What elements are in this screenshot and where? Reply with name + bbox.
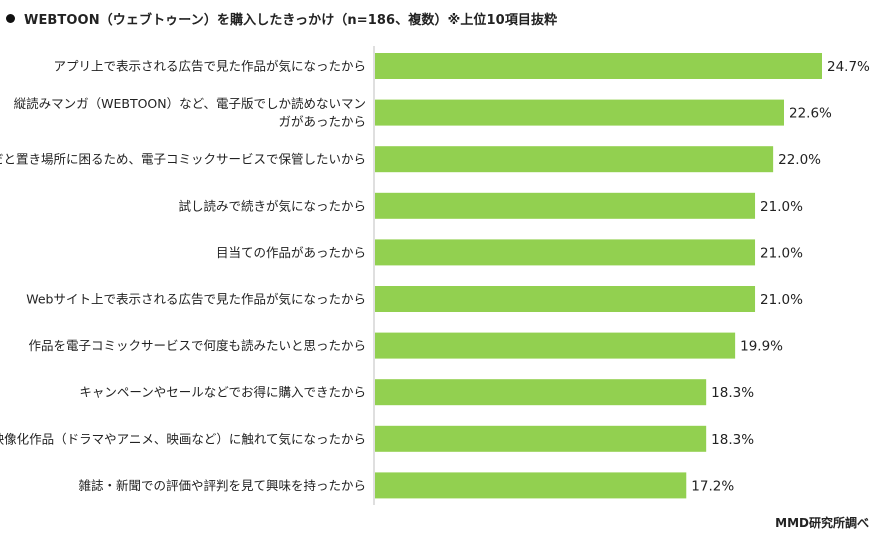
bar-6 xyxy=(375,286,756,312)
chart-title-text: WEBTOON（ウェブトゥーン）を購入したきっかけ（n=186、複数）※上位10… xyxy=(24,13,558,28)
category-label-line: 縦読みマンガ（WEBTOON）など、電子版でしか読めないマン xyxy=(14,96,366,111)
bar-10 xyxy=(375,472,687,499)
value-label-1: 24.7% xyxy=(827,59,870,75)
category-label-9: 映像化作品（ドラマやアニメ、映画など）に触れて気になったから xyxy=(0,431,366,446)
category-label-line: ガがあったから xyxy=(278,114,366,129)
value-label-5: 21.0% xyxy=(760,245,803,261)
bar-9 xyxy=(375,425,707,452)
category-label-line: 映像化作品（ドラマやアニメ、映画など）に触れて気になったから xyxy=(0,431,366,446)
category-label-7: 作品を電子コミックサービスで何度も読みたいと思ったから xyxy=(28,338,366,353)
category-label-line: キャンペーンやセールなどでお得に購入できたから xyxy=(79,385,366,400)
value-label-8: 18.3% xyxy=(711,385,754,401)
value-label-10: 17.2% xyxy=(691,478,734,494)
category-label-line: 試し読みで続きが気になったから xyxy=(178,198,366,213)
category-label-3: 紙だと置き場所に困るため、電子コミックサービスで保管したいから xyxy=(0,152,366,167)
category-label-2: 縦読みマンガ（WEBTOON）など、電子版でしか読めないマンガがあったから xyxy=(14,96,366,129)
bar-8 xyxy=(375,379,707,406)
bar-7 xyxy=(375,332,736,359)
bars-layer xyxy=(375,53,822,499)
value-labels-layer: 24.7% 22.6% 22.0% 21.0% 21.0% 21.0% 19.9% 18.3%… xyxy=(691,59,870,494)
category-label-6: Webサイト上で表示される広告で見た作品が気になったから xyxy=(26,292,366,307)
value-label-2: 22.6% xyxy=(789,106,832,122)
bar-4 xyxy=(375,192,756,219)
value-label-7: 19.9% xyxy=(740,339,783,355)
category-label-line: 目当ての作品があったから xyxy=(216,245,366,260)
bar-5 xyxy=(375,239,756,266)
category-label-line: 雑誌・新聞での評価や評判を見て興味を持ったから xyxy=(78,478,366,493)
category-label-1: アプリ上で表示される広告で見た作品が気になったから xyxy=(53,59,366,74)
value-label-6: 21.0% xyxy=(760,292,803,308)
bar-3 xyxy=(375,146,774,173)
category-label-line: Webサイト上で表示される広告で見た作品が気になったから xyxy=(26,292,366,307)
category-label-5: 目当ての作品があったから xyxy=(216,245,366,260)
category-label-10: 雑誌・新聞での評価や評判を見て興味を持ったから xyxy=(78,478,366,493)
category-labels-layer: アプリ上で表示される広告で見た作品が気になったから縦読みマンガ（WEBTOON）… xyxy=(0,59,366,493)
value-label-4: 21.0% xyxy=(760,199,803,215)
chart-title: WEBTOON（ウェブトゥーン）を購入したきっかけ（n=186、複数）※上位10… xyxy=(6,9,557,28)
value-label-9: 18.3% xyxy=(711,432,754,448)
category-label-8: キャンペーンやセールなどでお得に購入できたから xyxy=(79,385,366,400)
source-credit: MMD研究所調べ xyxy=(775,516,869,530)
category-label-4: 試し読みで続きが気になったから xyxy=(178,198,366,213)
category-label-line: 作品を電子コミックサービスで何度も読みたいと思ったから xyxy=(28,338,366,353)
category-label-line: 紙だと置き場所に困るため、電子コミックサービスで保管したいから xyxy=(0,152,366,167)
bar-2 xyxy=(375,99,784,126)
category-label-line: アプリ上で表示される広告で見た作品が気になったから xyxy=(53,59,366,74)
bar-1 xyxy=(375,53,822,79)
value-label-3: 22.0% xyxy=(778,152,821,168)
bullet-icon xyxy=(6,14,15,23)
